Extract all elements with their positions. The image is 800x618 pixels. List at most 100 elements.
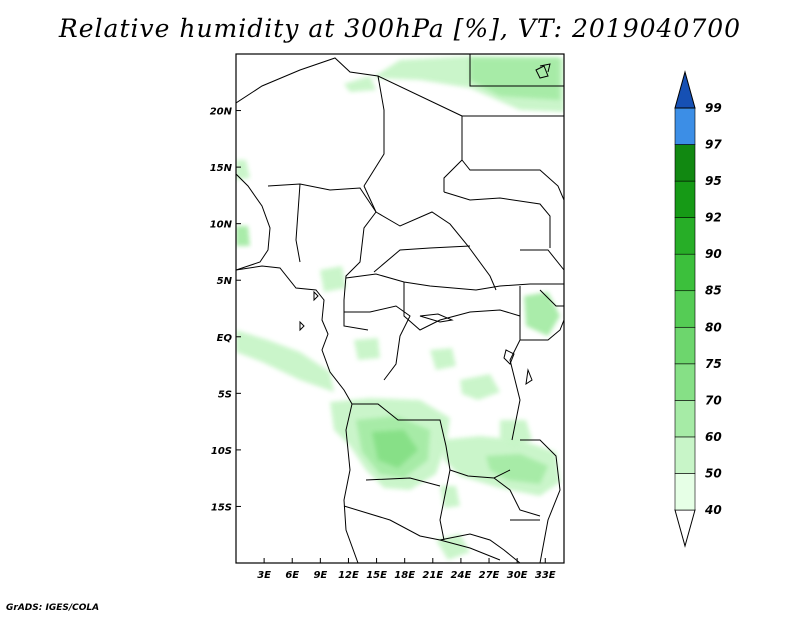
border-line: [520, 319, 564, 341]
humidity-patch: [500, 420, 532, 448]
lon-tick-label: 15E: [366, 570, 387, 581]
colorbar-segment: [674, 180, 696, 218]
border-line: [520, 249, 564, 271]
border-line: [344, 305, 411, 381]
border-line: [343, 300, 369, 331]
lon-tick-label: 33E: [535, 570, 556, 581]
colorbar-segment: [674, 290, 696, 328]
border-line: [461, 159, 564, 201]
border-line: [236, 265, 359, 563]
longitude-axis: 3E 6E 9E 12E 15E 18E 21E 24E 27E 30E 33E: [257, 558, 556, 581]
border-line: [525, 368, 533, 386]
lat-tick-label: 15N: [210, 163, 233, 174]
lat-tick-label: 10N: [210, 220, 233, 231]
humidity-patch: [430, 348, 456, 370]
colorbar-segment: [674, 400, 696, 438]
colorbar-level-label: 95: [705, 174, 722, 188]
colorbar-level-label: 85: [705, 284, 722, 298]
colorbar-segment: [674, 144, 696, 182]
humidity-patch: [470, 58, 560, 100]
country-borders: [236, 54, 564, 563]
border-line: [373, 245, 471, 273]
border-line: [236, 173, 271, 271]
lon-tick-label: 27E: [479, 570, 500, 581]
border-line: [267, 183, 377, 213]
border-line: [439, 469, 451, 541]
border-line: [503, 349, 515, 365]
border-line: [469, 54, 564, 87]
colorbar-segment: [674, 363, 696, 401]
lon-tick-label: 9E: [313, 570, 327, 581]
border-line: [363, 75, 385, 187]
colorbar-segment: [674, 217, 696, 255]
humidity-patch: [486, 454, 548, 484]
border-line: [535, 65, 549, 79]
colorbar-level-label: 92: [705, 211, 722, 225]
humidity-patch: [320, 266, 346, 292]
colorbar-segment: [674, 473, 696, 511]
border-line: [352, 403, 511, 479]
colorbar-level-label: 80: [705, 320, 722, 334]
colorbar-level-label: 99: [705, 101, 722, 115]
latitude-axis: 20N 15N 10N 5N EQ 5S 10S 15S: [210, 107, 241, 513]
border-line: [493, 477, 541, 517]
colorbar-level-label: 60: [705, 430, 722, 444]
colorbar-max-arrow: [674, 70, 696, 109]
humidity-patch: [524, 292, 560, 336]
colorbar-level-label: 75: [705, 357, 722, 371]
border-line: [520, 439, 561, 563]
humidity-patch: [440, 486, 460, 508]
colorbar-segment: [674, 107, 696, 145]
border-line: [439, 533, 521, 563]
grads-credit: GrADS: IGES/COLA: [6, 603, 100, 613]
border-line: [539, 289, 564, 307]
border-line: [343, 505, 501, 561]
humidity-patch: [236, 226, 250, 246]
colorbar-level-label: 90: [705, 247, 722, 261]
border-line: [365, 477, 441, 487]
border-line: [375, 211, 497, 291]
border-line: [236, 57, 463, 192]
border-line: [509, 286, 521, 441]
lat-tick-label: 20N: [210, 107, 233, 118]
map-frame: [235, 53, 565, 564]
colorbar-level-label: 97: [705, 138, 722, 152]
humidity-patch: [344, 76, 376, 92]
humidity-patch: [372, 430, 418, 468]
border-line: [419, 313, 454, 323]
lat-tick-label: 5N: [217, 276, 233, 287]
humidity-shading: [236, 56, 564, 560]
colorbar-min-arrow: [674, 509, 696, 548]
colorbar-level-label: 70: [705, 393, 722, 407]
humidity-patch: [460, 374, 500, 400]
lon-tick-label: 21E: [422, 570, 443, 581]
border-line: [345, 273, 564, 291]
lat-tick-label: 15S: [211, 502, 232, 513]
colorbar-segment: [674, 436, 696, 474]
border-line: [403, 282, 521, 331]
lat-tick-label: 10S: [211, 446, 232, 457]
humidity-patch: [436, 534, 470, 560]
border-line: [443, 191, 551, 248]
humidity-patch: [236, 330, 334, 392]
lat-tick-label: EQ: [217, 333, 233, 344]
humidity-patch: [354, 338, 380, 360]
lon-tick-label: 18E: [394, 570, 415, 581]
chart-title: Relative humidity at 300hPa [%], VT: 201…: [58, 14, 742, 43]
colorbar-level-label: 40: [704, 503, 722, 517]
colorbar-segment: [674, 326, 696, 365]
humidity-patch: [236, 160, 250, 180]
border-line: [299, 320, 305, 332]
lon-tick-label: 12E: [338, 570, 359, 581]
lon-tick-label: 6E: [285, 570, 299, 581]
border-line: [313, 290, 319, 302]
border-line: [539, 63, 551, 73]
lon-tick-label: 24E: [451, 570, 472, 581]
lon-tick-label: 3E: [257, 570, 271, 581]
colorbar-level-label: 50: [705, 466, 722, 480]
colorbar-segment: [674, 253, 696, 292]
colorbar-legend: 40 50 60 70 75 80 85 90 92 95 97 99: [674, 70, 722, 548]
border-line: [343, 185, 377, 301]
lon-tick-label: 30E: [507, 570, 528, 581]
